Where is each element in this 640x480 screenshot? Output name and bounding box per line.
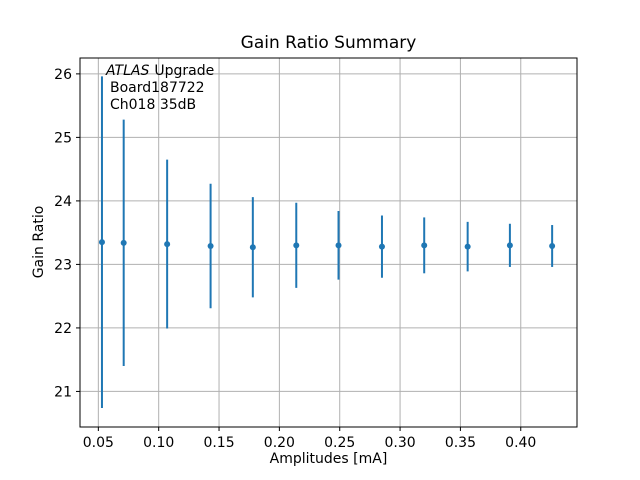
data-point-marker — [293, 242, 300, 249]
x-tick-label: 0.05 — [83, 435, 114, 451]
data-point-marker — [249, 244, 256, 251]
annotation-line-1: ATLAS Upgrade — [106, 63, 214, 80]
x-tick-label: 0.40 — [505, 435, 536, 451]
y-tick-label: 25 — [54, 130, 72, 146]
data-point-marker — [464, 243, 471, 250]
data-point-marker — [549, 242, 556, 249]
annotation-line-2: Board187722 — [110, 80, 205, 96]
data-point-marker — [421, 242, 428, 249]
y-tick-label: 23 — [54, 257, 72, 273]
y-tick-label: 24 — [54, 194, 72, 210]
plot-annotation: ATLAS Upgrade Board187722 Ch018 35dB — [106, 63, 214, 114]
annotation-experiment-name: ATLAS — [106, 63, 150, 79]
y-tick-label: 22 — [54, 321, 72, 337]
x-axis-label: Amplitudes [mA] — [269, 451, 388, 467]
data-point-marker — [335, 242, 342, 249]
x-tick-label: 0.30 — [384, 435, 415, 451]
y-axis-label: Gain Ratio — [31, 205, 47, 279]
annotation-line-1-rest: Upgrade — [154, 63, 215, 79]
x-tick-label: 0.15 — [203, 435, 234, 451]
data-point-marker — [164, 241, 171, 248]
annotation-line-3: Ch018 35dB — [110, 97, 197, 113]
x-tick-label: 0.25 — [324, 435, 355, 451]
data-point-marker — [378, 243, 385, 250]
data-point-marker — [506, 242, 513, 249]
x-tick-label: 0.10 — [143, 435, 174, 451]
axes-frame — [79, 57, 578, 428]
y-tick-label: 26 — [54, 67, 72, 83]
data-point-marker — [98, 239, 105, 246]
x-tick-label: 0.35 — [445, 435, 476, 451]
y-tick-label: 21 — [54, 384, 72, 400]
data-point-marker — [120, 239, 127, 246]
chart-title: Gain Ratio Summary — [240, 33, 417, 53]
x-tick-label: 0.20 — [264, 435, 295, 451]
data-point-marker — [207, 242, 214, 249]
